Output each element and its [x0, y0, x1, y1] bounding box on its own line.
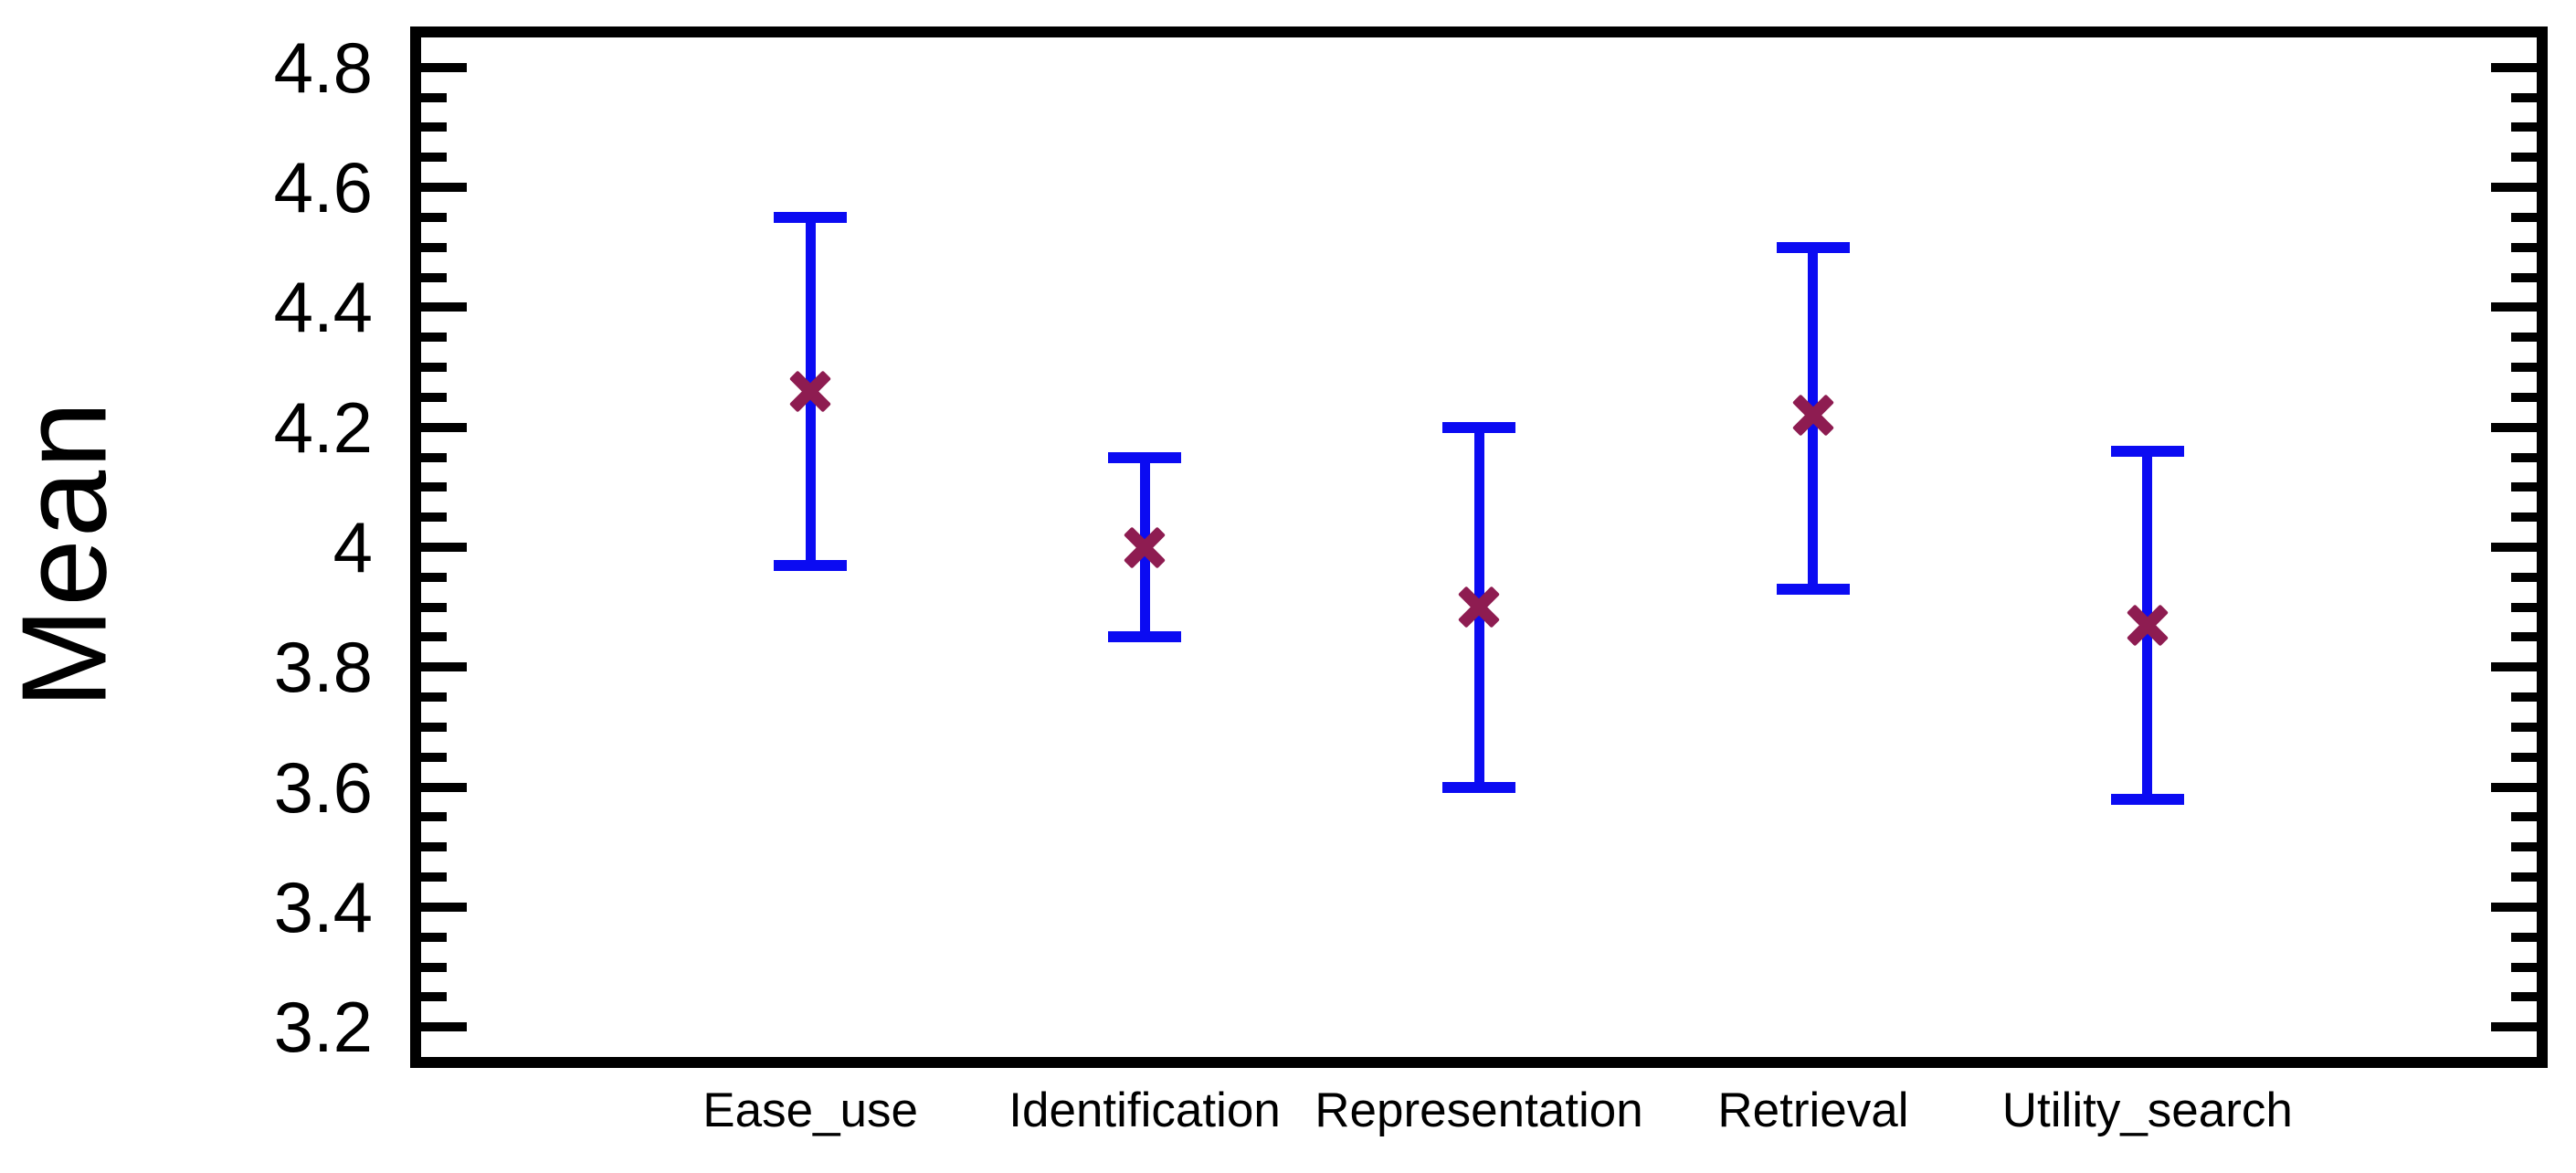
- y-minor-tick: [421, 333, 447, 343]
- x-category-label: Representation: [1314, 1083, 1643, 1137]
- y-minor-tick: [421, 602, 447, 612]
- y-minor-tick: [421, 572, 447, 582]
- y-minor-tick-right: [2511, 692, 2537, 703]
- y-minor-tick-right: [2511, 122, 2537, 132]
- y-minor-tick: [421, 482, 447, 492]
- y-minor-tick: [421, 752, 447, 762]
- error-bar-cap-bottom: [2110, 793, 2184, 805]
- y-major-tick: [421, 302, 467, 312]
- y-minor-tick: [421, 812, 447, 822]
- error-bar-cap-top: [1108, 451, 1182, 463]
- x-category-label: Identification: [1008, 1083, 1281, 1137]
- y-minor-tick: [421, 363, 447, 373]
- y-major-tick-right: [2491, 302, 2537, 312]
- y-minor-tick-right: [2511, 452, 2537, 462]
- y-minor-tick: [421, 513, 447, 523]
- y-minor-tick-right: [2511, 752, 2537, 762]
- y-minor-tick: [421, 122, 447, 132]
- y-major-tick: [421, 543, 467, 552]
- y-tick-label: 3.2: [273, 987, 373, 1068]
- y-minor-tick-right: [2511, 632, 2537, 642]
- plot-frame: [410, 26, 2548, 1068]
- y-minor-tick: [421, 722, 447, 732]
- y-major-tick: [421, 902, 467, 912]
- y-minor-tick-right: [2511, 513, 2537, 523]
- y-minor-tick-right: [2511, 153, 2537, 163]
- error-bar-cap-bottom: [774, 559, 848, 571]
- y-minor-tick: [421, 632, 447, 642]
- error-bar-cap-top: [1442, 421, 1515, 433]
- y-minor-tick-right: [2511, 602, 2537, 612]
- y-major-tick-right: [2491, 782, 2537, 792]
- y-minor-tick: [421, 872, 447, 882]
- y-minor-tick-right: [2511, 272, 2537, 282]
- y-minor-tick: [421, 842, 447, 852]
- y-minor-tick: [421, 153, 447, 163]
- y-minor-tick: [421, 92, 447, 102]
- y-minor-tick: [421, 452, 447, 462]
- error-bar-cap-top: [774, 211, 848, 223]
- y-minor-tick: [421, 692, 447, 703]
- y-minor-tick-right: [2511, 572, 2537, 582]
- y-tick-label: 3.4: [273, 866, 373, 947]
- error-bar-cap-bottom: [1442, 781, 1515, 793]
- y-minor-tick-right: [2511, 212, 2537, 222]
- y-minor-tick-right: [2511, 962, 2537, 972]
- error-bar-cap-top: [1776, 241, 1850, 253]
- y-minor-tick-right: [2511, 872, 2537, 882]
- y-minor-tick: [421, 932, 447, 942]
- y-major-tick: [421, 422, 467, 432]
- y-major-tick-right: [2491, 183, 2537, 193]
- error-bar-cap-bottom: [1108, 631, 1182, 643]
- y-minor-tick: [421, 392, 447, 402]
- y-major-tick: [421, 782, 467, 792]
- x-category-label: Utility_search: [2001, 1083, 2293, 1137]
- y-minor-tick-right: [2511, 363, 2537, 373]
- y-major-tick: [421, 662, 467, 672]
- y-major-tick-right: [2491, 62, 2537, 72]
- y-minor-tick-right: [2511, 92, 2537, 102]
- y-minor-tick-right: [2511, 932, 2537, 942]
- y-minor-tick-right: [2511, 842, 2537, 852]
- y-major-tick: [421, 62, 467, 72]
- y-minor-tick-right: [2511, 992, 2537, 1002]
- y-minor-tick: [421, 962, 447, 972]
- y-minor-tick-right: [2511, 722, 2537, 732]
- y-minor-tick: [421, 242, 447, 252]
- y-minor-tick: [421, 992, 447, 1002]
- y-minor-tick-right: [2511, 812, 2537, 822]
- y-tick-label: 4.2: [273, 386, 373, 468]
- error-bar-cap-bottom: [1776, 583, 1850, 595]
- y-tick-label: 4.8: [273, 26, 373, 108]
- x-category-label: Ease_use: [702, 1083, 918, 1137]
- y-minor-tick-right: [2511, 392, 2537, 402]
- y-major-tick-right: [2491, 1022, 2537, 1032]
- y-minor-tick: [421, 212, 447, 222]
- y-minor-tick: [421, 272, 447, 282]
- x-category-label: Retrieval: [1717, 1083, 1909, 1137]
- y-major-tick-right: [2491, 543, 2537, 552]
- y-major-tick: [421, 183, 467, 193]
- y-minor-tick-right: [2511, 482, 2537, 492]
- y-minor-tick-right: [2511, 333, 2537, 343]
- y-tick-label: 4.6: [273, 147, 373, 228]
- y-major-tick-right: [2491, 902, 2537, 912]
- y-tick-label: 3.8: [273, 627, 373, 708]
- y-tick-label: 4: [333, 507, 373, 587]
- y-major-tick-right: [2491, 422, 2537, 432]
- y-minor-tick-right: [2511, 242, 2537, 252]
- y-major-tick-right: [2491, 662, 2537, 672]
- y-major-tick: [421, 1022, 467, 1032]
- y-tick-label: 4.4: [273, 267, 373, 348]
- error-bar-cap-top: [2110, 445, 2184, 457]
- y-tick-label: 3.6: [273, 746, 373, 828]
